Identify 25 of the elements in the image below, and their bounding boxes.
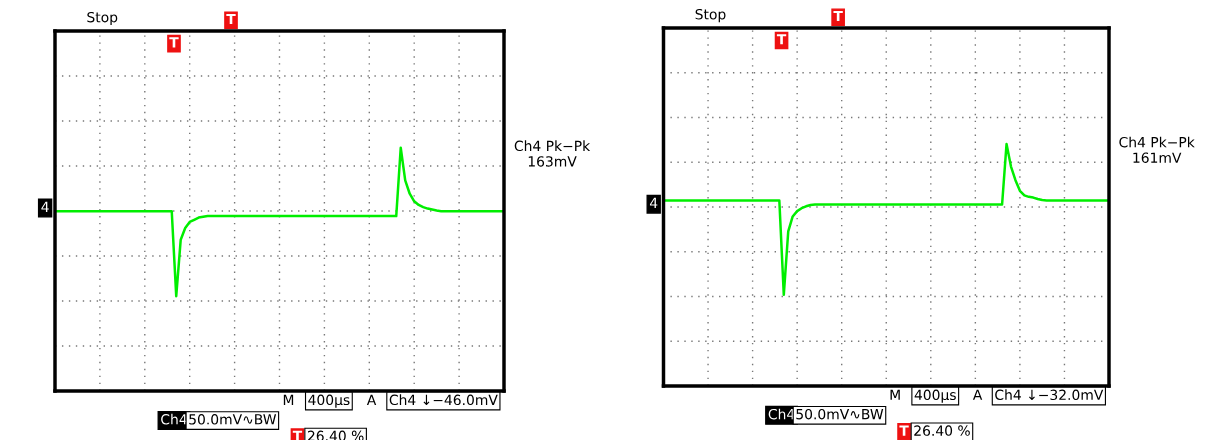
- text: Stop: [87, 11, 118, 26]
- text: 4: [649, 197, 658, 208]
- text: T: [899, 425, 909, 436]
- text: T: [833, 10, 843, 22]
- text: Stop: [695, 8, 726, 23]
- text: Ch4 ↓−32.0mV: [995, 389, 1104, 401]
- text: Ch4 ↓−46.0mV: [389, 394, 498, 406]
- text: T: [292, 430, 303, 440]
- text: A: [972, 389, 983, 400]
- text: 26.40 %: [914, 425, 970, 436]
- text: T: [226, 13, 236, 25]
- text: 400µs: [308, 394, 350, 408]
- text: 400µs: [914, 389, 956, 403]
- text: T: [776, 34, 787, 45]
- text: Ch4 Pk−Pk 161mV: [1119, 136, 1195, 163]
- text: A: [366, 394, 377, 405]
- text: 50.0mV∿BW: [189, 414, 277, 425]
- text: M: [283, 394, 294, 405]
- text: Ch4 Pk−Pk 163mV: [514, 140, 591, 167]
- text: T: [169, 37, 179, 48]
- text: M: [890, 389, 900, 400]
- text: 50.0mV∿BW: [796, 408, 884, 420]
- text: Ch4: [768, 408, 795, 420]
- text: 4: [41, 201, 49, 212]
- text: Ch4: [161, 413, 187, 425]
